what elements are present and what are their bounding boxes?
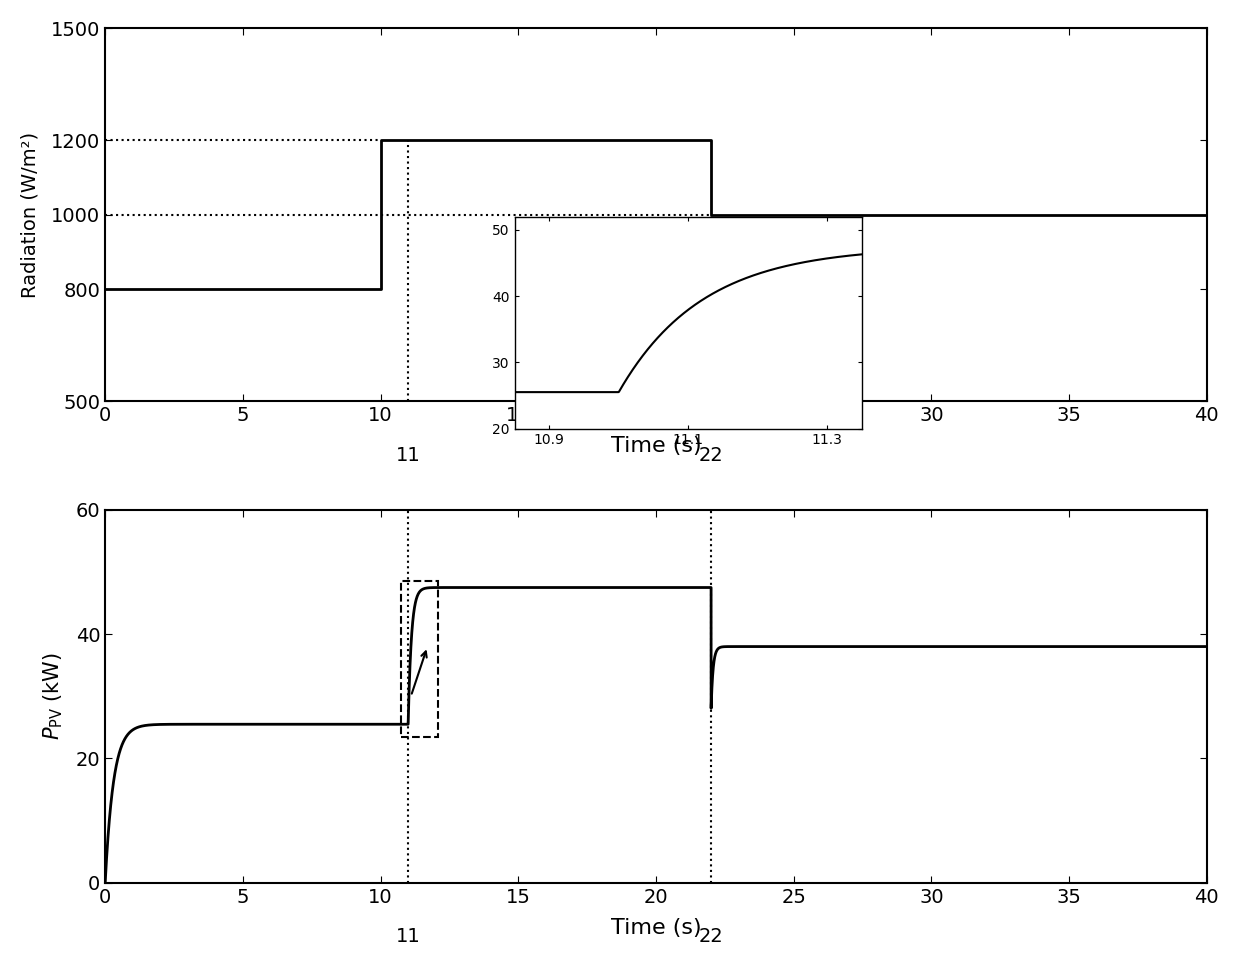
Y-axis label: Radiation (W/m²): Radiation (W/m²) <box>21 132 40 298</box>
Text: 22: 22 <box>698 446 723 465</box>
Text: 11: 11 <box>396 927 420 947</box>
Text: 11: 11 <box>396 446 420 465</box>
X-axis label: Time (s): Time (s) <box>611 436 702 456</box>
Y-axis label: $P_\mathrm{PV}$ (kW): $P_\mathrm{PV}$ (kW) <box>41 652 64 741</box>
Text: 22: 22 <box>698 927 723 947</box>
X-axis label: Time (s): Time (s) <box>611 918 702 938</box>
Bar <box>402 582 439 737</box>
